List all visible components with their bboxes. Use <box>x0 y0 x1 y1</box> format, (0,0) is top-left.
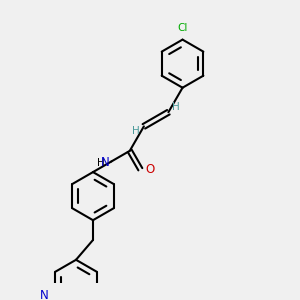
Text: H: H <box>132 127 140 136</box>
Text: Cl: Cl <box>177 22 188 32</box>
Text: H: H <box>98 158 105 168</box>
Text: N: N <box>101 156 110 170</box>
Text: N: N <box>40 290 49 300</box>
Text: H: H <box>172 102 180 112</box>
Text: O: O <box>146 163 155 176</box>
